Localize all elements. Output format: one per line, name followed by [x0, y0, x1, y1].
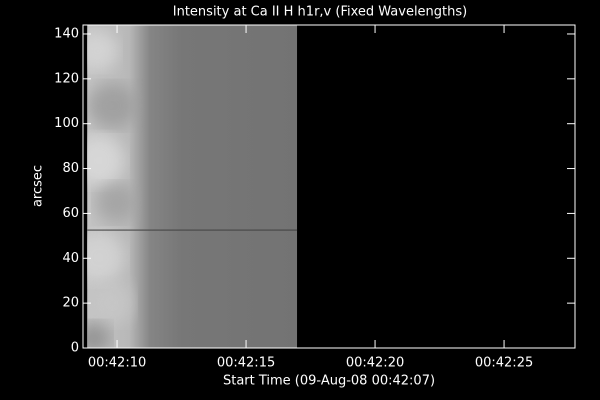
- y-tick-label: 100: [54, 116, 79, 131]
- y-tick-label: 20: [62, 296, 79, 311]
- y-tick-label: 40: [62, 251, 79, 266]
- x-tick-label: 00:42:15: [217, 356, 275, 371]
- image-texture: [87, 31, 119, 71]
- image-texture: [87, 83, 138, 129]
- image-texture: [87, 231, 125, 284]
- y-tick-label: 120: [54, 71, 79, 86]
- x-tick-label: 00:42:25: [475, 356, 533, 371]
- y-axis-label: arcsec: [31, 165, 46, 207]
- y-tick-label: 0: [71, 341, 79, 356]
- chart-title: Intensity at Ca II H h1r,v (Fixed Wavele…: [173, 5, 467, 20]
- image-texture: [87, 134, 125, 187]
- y-tick-label: 140: [54, 26, 79, 41]
- x-axis-label: Start Time (09-Aug-08 00:42:07): [223, 374, 435, 389]
- image-texture: [95, 183, 138, 223]
- intensity-image: [87, 25, 298, 348]
- image-texture: [91, 280, 134, 326]
- x-tick-label: 00:42:20: [346, 356, 404, 371]
- plot-frame: [82, 24, 576, 349]
- y-tick-label: 60: [62, 206, 79, 221]
- y-tick-label: 80: [62, 161, 79, 176]
- image-texture: [87, 322, 111, 348]
- x-tick-label: 00:42:10: [88, 356, 146, 371]
